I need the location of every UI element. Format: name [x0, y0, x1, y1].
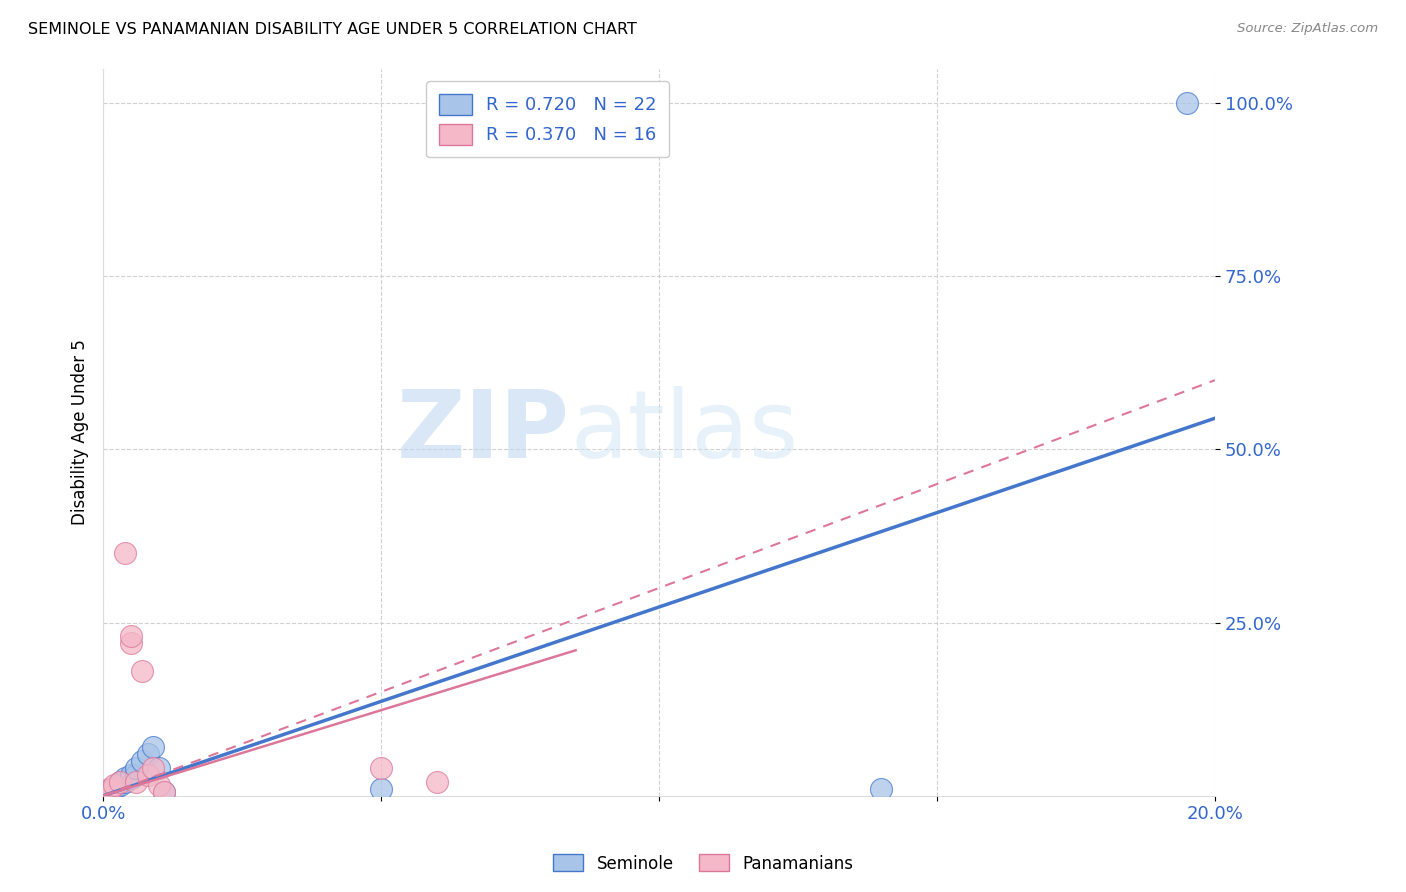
Point [131, 754, 153, 768]
Point [114, 775, 136, 789]
Point [103, 781, 125, 796]
Point [97, 781, 120, 796]
Point [97, 785, 120, 799]
Text: SEMINOLE VS PANAMANIAN DISABILITY AGE UNDER 5 CORRELATION CHART: SEMINOLE VS PANAMANIAN DISABILITY AGE UN… [28, 22, 637, 37]
Point [125, 761, 148, 775]
Point [120, 636, 142, 650]
Point [94, 785, 117, 799]
Point [142, 761, 165, 775]
Point [131, 664, 153, 678]
Legend: R = 0.720   N = 22, R = 0.370   N = 16: R = 0.720 N = 22, R = 0.370 N = 16 [426, 81, 669, 157]
Text: ZIP: ZIP [396, 386, 569, 478]
Point [103, 778, 125, 792]
Point [103, 781, 125, 796]
Point [100, 781, 122, 796]
Point [370, 781, 392, 796]
Point [426, 775, 449, 789]
Point [370, 761, 392, 775]
Point [120, 772, 142, 786]
Point [136, 747, 159, 762]
Point [100, 783, 122, 797]
Point [108, 775, 131, 789]
Point [1175, 96, 1198, 111]
Point [870, 781, 893, 796]
Point [125, 768, 148, 782]
Point [153, 785, 176, 799]
Point [114, 546, 136, 560]
Point [108, 778, 131, 792]
Text: Source: ZipAtlas.com: Source: ZipAtlas.com [1237, 22, 1378, 36]
Point [136, 768, 159, 782]
Point [120, 630, 142, 644]
Point [125, 775, 148, 789]
Point [108, 775, 131, 789]
Y-axis label: Disability Age Under 5: Disability Age Under 5 [72, 339, 89, 525]
Point [120, 768, 142, 782]
Point [142, 740, 165, 755]
Point [153, 785, 176, 799]
Legend: Seminole, Panamanians: Seminole, Panamanians [547, 847, 859, 880]
Point [105, 778, 128, 792]
Point [148, 778, 170, 792]
Text: atlas: atlas [569, 386, 799, 478]
Point [94, 785, 117, 799]
Point [148, 761, 170, 775]
Point [114, 772, 136, 786]
